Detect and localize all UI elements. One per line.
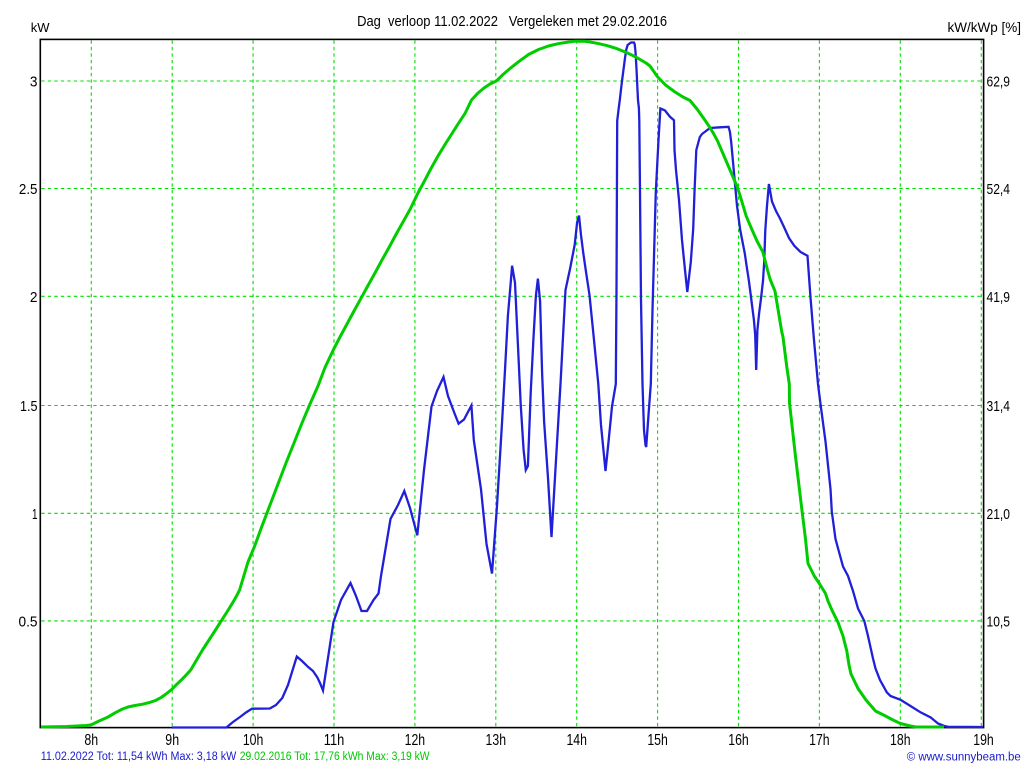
svg-text:kW/kWp [%]: kW/kWp [%] (948, 20, 1022, 35)
svg-text:12h: 12h (405, 732, 426, 749)
svg-text:9h: 9h (165, 732, 179, 749)
svg-text:52,4: 52,4 (987, 181, 1011, 198)
svg-text:19h: 19h (973, 732, 994, 749)
svg-text:18h: 18h (890, 732, 911, 749)
svg-text:62,9: 62,9 (987, 74, 1011, 91)
svg-text:0.5: 0.5 (19, 613, 38, 630)
svg-text:3: 3 (30, 74, 38, 91)
svg-text:10h: 10h (243, 732, 264, 749)
svg-text:15h: 15h (647, 732, 668, 749)
svg-text:kW: kW (31, 20, 51, 35)
svg-text:13h: 13h (486, 732, 507, 749)
svg-text:21,0: 21,0 (987, 506, 1011, 523)
svg-text:31,4: 31,4 (987, 398, 1011, 415)
svg-text:29.02.2016 Tot: 17,76 kWh Max:: 29.02.2016 Tot: 17,76 kWh Max: 3,19 kW (240, 751, 430, 763)
svg-text:2: 2 (30, 289, 38, 306)
svg-text:© www.sunnybeam.be: © www.sunnybeam.be (907, 752, 1021, 764)
svg-text:11h: 11h (324, 732, 345, 749)
svg-text:10,5: 10,5 (987, 613, 1011, 630)
svg-text:17h: 17h (809, 732, 830, 749)
svg-text:1: 1 (32, 506, 38, 523)
svg-text:1.5: 1.5 (20, 398, 38, 415)
svg-text:16h: 16h (728, 732, 749, 749)
svg-text:41,9: 41,9 (987, 289, 1011, 306)
svg-text:Dag verloop 11.02.2022 Verg: Dag verloop 11.02.2022 Vergeleken met 29… (357, 13, 667, 30)
svg-text:2.5: 2.5 (19, 181, 38, 198)
svg-text:8h: 8h (84, 732, 98, 749)
svg-text:14h: 14h (566, 732, 587, 749)
svg-text:11.02.2022 Tot: 11,54 kWh Max:: 11.02.2022 Tot: 11,54 kWh Max: 3,18 kW (41, 751, 237, 763)
